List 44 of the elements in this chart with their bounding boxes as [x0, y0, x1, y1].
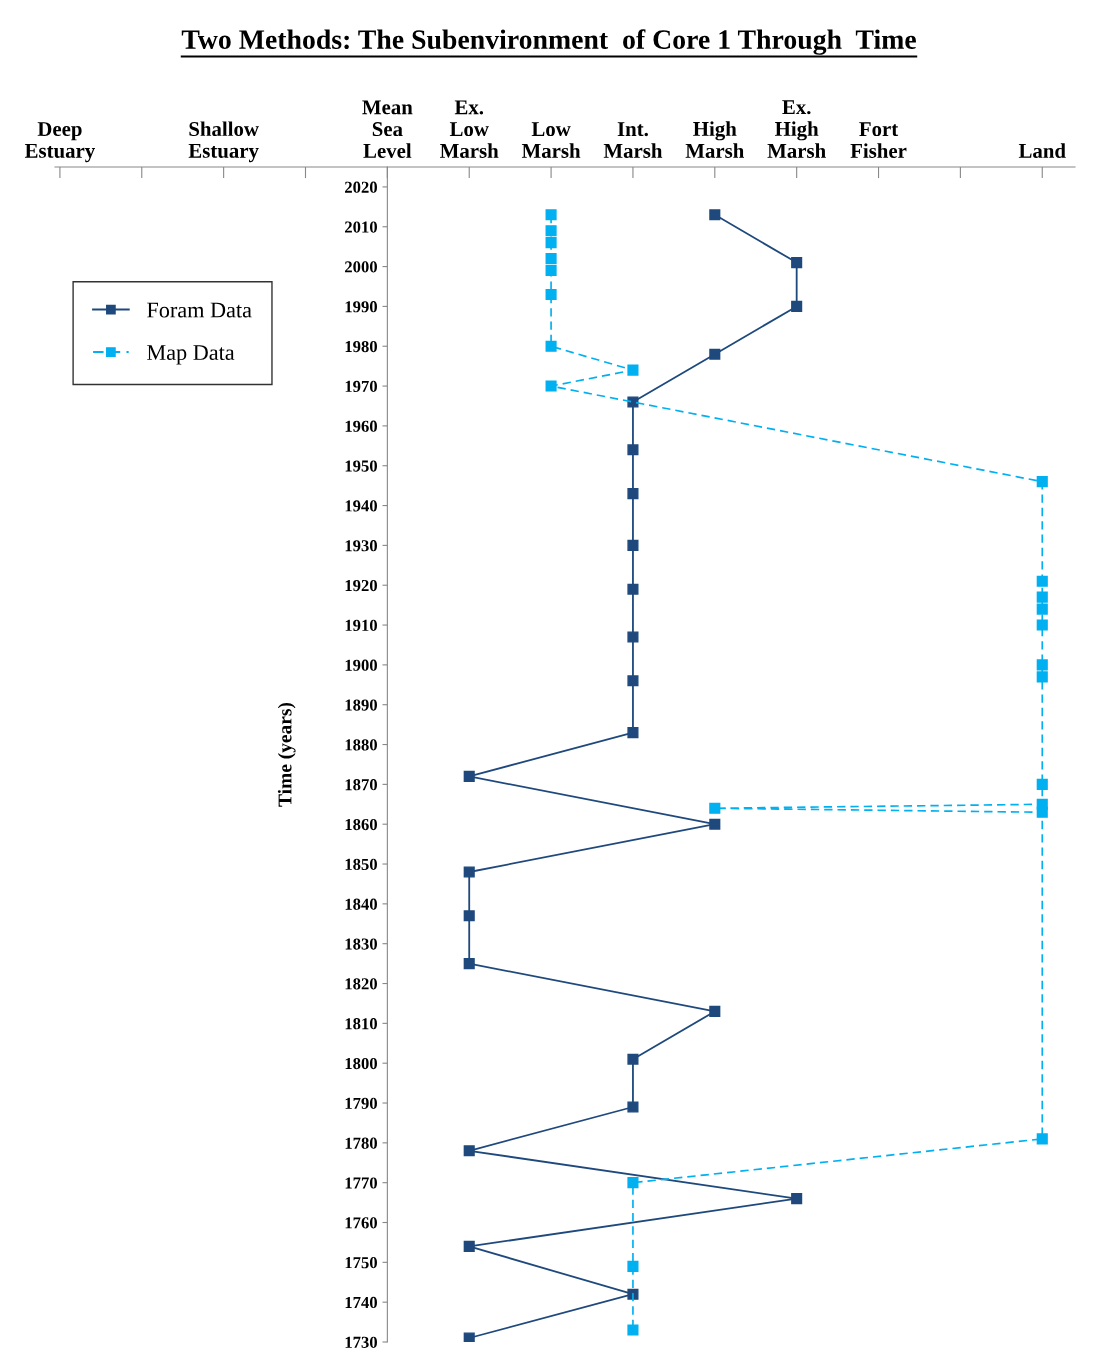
- y-tick-label: 1790: [345, 1097, 377, 1109]
- chart-title: Two Methods: The Subenvironment of Core 1 Through Time: [181, 29, 916, 55]
- y-tick-label: 1880: [345, 739, 377, 751]
- x-tick-label: Land: [1018, 143, 1066, 158]
- y-tick-label: 1890: [345, 699, 377, 711]
- y-tick-label: 1930: [345, 540, 377, 552]
- y-tick-label: 1830: [345, 938, 377, 950]
- x-tick-label: Mean Sea Level: [362, 100, 413, 158]
- y-tick-label: 1900: [345, 659, 377, 671]
- x-tick-label: Ex. Low Marsh: [440, 100, 499, 158]
- y-tick-label: 1760: [345, 1217, 377, 1229]
- x-tick-label: High Marsh: [685, 121, 744, 158]
- y-tick-label: 1920: [345, 579, 377, 592]
- y-tick-label: 1750: [345, 1257, 377, 1269]
- y-tick-label: 2010: [345, 221, 377, 233]
- y-tick-label: 1860: [345, 818, 377, 831]
- x-tick-label: Low Marsh: [521, 122, 581, 158]
- y-tick-label: 1950: [345, 460, 377, 472]
- y-tick-label: 1850: [345, 858, 377, 870]
- y-tick-label: 1910: [345, 619, 377, 631]
- y-tick-label: 1730: [345, 1336, 377, 1348]
- y-tick-label: 1810: [345, 1018, 377, 1030]
- x-tick-label: Shallow Estuary: [188, 121, 259, 163]
- legend-label: Foram Data: [147, 302, 252, 318]
- y-tick-label: 1940: [345, 500, 377, 512]
- y-tick-label: 1980: [345, 340, 377, 353]
- y-tick-label: 1770: [345, 1177, 377, 1189]
- y-tick-label: 1740: [345, 1296, 377, 1309]
- y-tick-label: 1970: [345, 380, 377, 393]
- y-tick-label: 1840: [345, 898, 377, 910]
- x-tick-label: Fort Fisher: [850, 122, 907, 158]
- y-tick-label: 1990: [345, 301, 377, 313]
- y-tick-label: 2000: [345, 261, 377, 273]
- y-tick-label: 1780: [345, 1137, 377, 1149]
- y-tick-label: 1800: [345, 1057, 377, 1070]
- y-tick-label: 2020: [345, 181, 377, 193]
- y-axis-title: Time (years): [277, 702, 296, 807]
- y-tick-label: 1870: [345, 779, 377, 791]
- y-tick-label: 1960: [345, 420, 377, 432]
- x-tick-label: Deep Estuary: [24, 122, 96, 163]
- y-tick-label: 1820: [345, 978, 377, 990]
- legend-label: Map Data: [147, 345, 235, 365]
- x-tick-label: Int. Marsh: [603, 122, 663, 158]
- x-tick-label: Ex. High Marsh: [767, 100, 826, 158]
